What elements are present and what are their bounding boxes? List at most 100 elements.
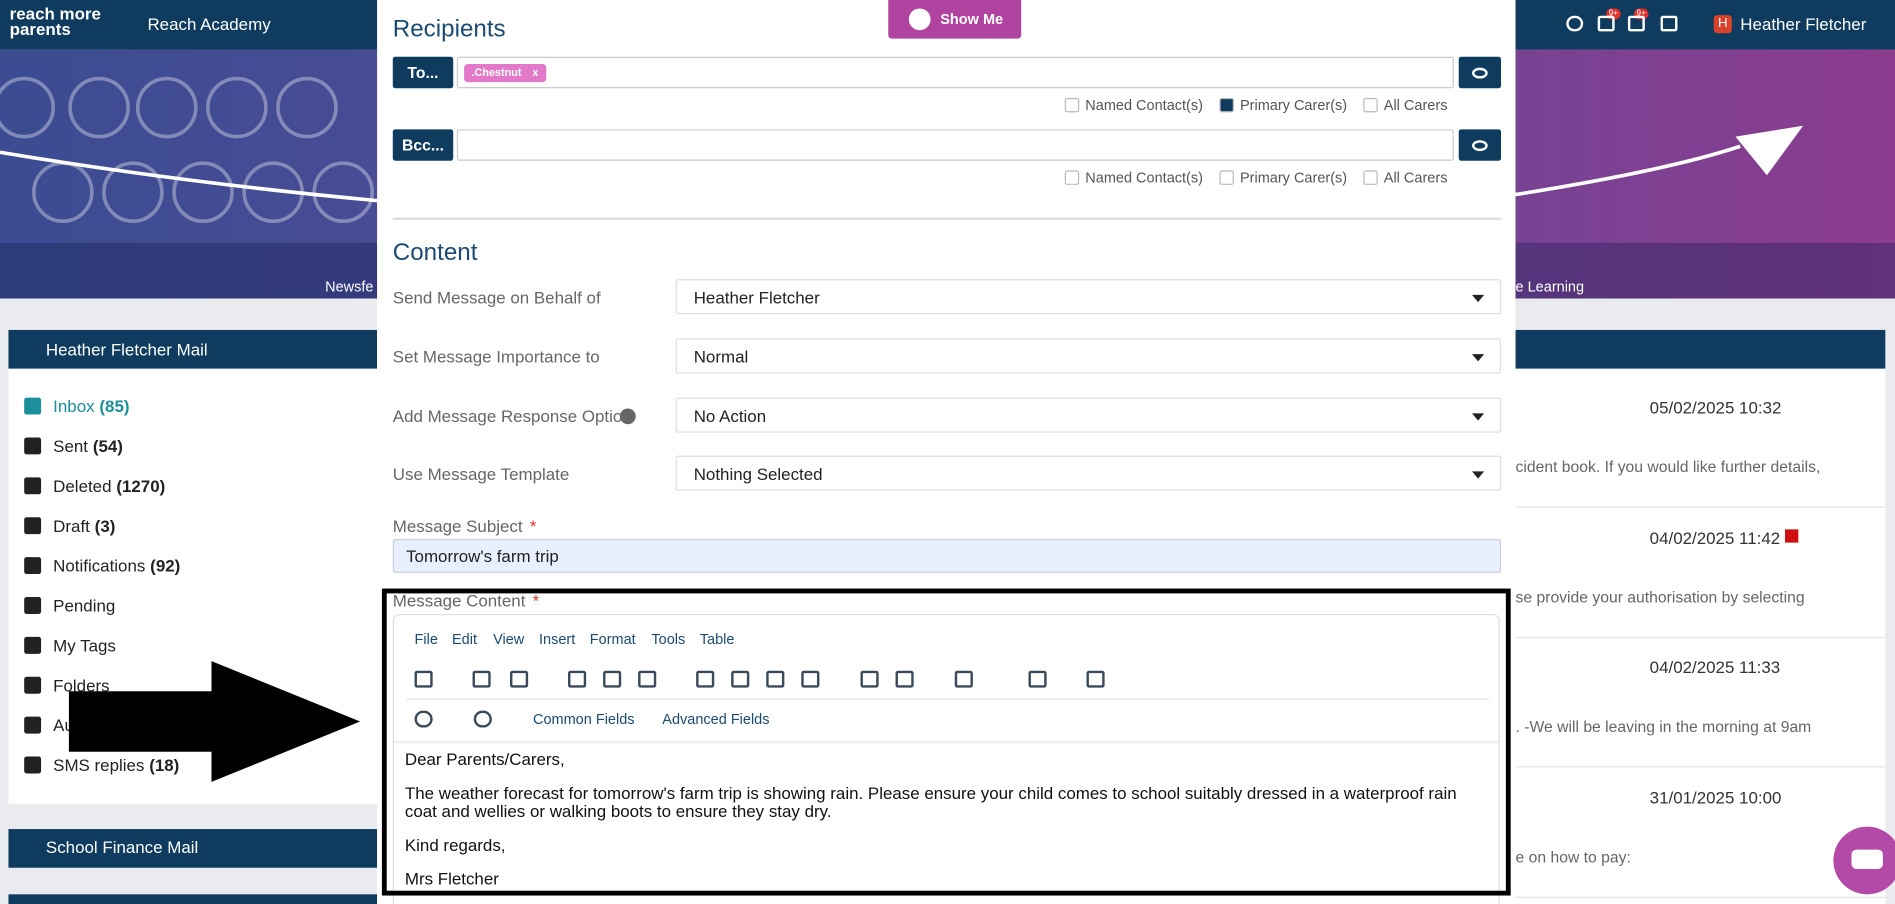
bell-icon[interactable] — [1627, 15, 1645, 32]
divider — [1515, 896, 1886, 899]
folder-item[interactable]: Deleted (1270) — [53, 477, 165, 494]
select-box[interactable]: Normal — [675, 338, 1502, 374]
toolbar-button[interactable] — [895, 670, 914, 688]
folder-label: SMS replies — [53, 755, 145, 775]
menu-item[interactable]: Edit — [451, 630, 477, 648]
folder-label: Au — [53, 715, 74, 735]
id-card-icon[interactable] — [1660, 15, 1678, 32]
mailbox-header — [8, 329, 378, 369]
menu-item[interactable]: View — [493, 630, 525, 648]
folder-item[interactable]: My Tags — [53, 637, 116, 654]
toolbar-button[interactable] — [801, 670, 820, 688]
mail-icon[interactable] — [1597, 15, 1615, 32]
toolbar-button[interactable] — [731, 670, 750, 688]
checkbox[interactable] — [1219, 97, 1234, 113]
toolbar-button[interactable] — [473, 710, 492, 728]
folder-item[interactable]: SMS replies (18) — [53, 757, 179, 774]
message-snippet[interactable]: se provide your authorisation by selecti… — [1515, 587, 1805, 606]
recipient-chip: .Chestnut x — [464, 64, 546, 83]
message-date[interactable]: 05/02/2025 10:32 — [1649, 397, 1782, 417]
folder-item[interactable]: Pending — [53, 597, 115, 614]
select-box[interactable]: No Action — [675, 397, 1502, 433]
separator — [392, 217, 1502, 220]
folder-item[interactable]: Draft (3) — [53, 517, 115, 534]
label-text: Message Subject — [392, 516, 523, 536]
recipient-button[interactable]: To... — [392, 56, 454, 89]
chip-remove[interactable]: x — [532, 66, 539, 79]
search-icon[interactable] — [1566, 15, 1584, 32]
recipient-button[interactable]: Bcc... — [392, 129, 454, 161]
toolbar-button[interactable] — [860, 670, 879, 688]
checkbox[interactable] — [1064, 97, 1080, 113]
label-text: Message Content — [392, 590, 526, 611]
folder-item[interactable]: Inbox (85) — [53, 398, 129, 415]
eye-icon — [1472, 67, 1488, 79]
show-me-button[interactable]: Show Me — [888, 0, 1022, 39]
recipient-input[interactable] — [456, 129, 1454, 161]
eye-icon — [1472, 140, 1488, 152]
field-label: Add Message Response Option — [392, 405, 632, 425]
menu-item[interactable]: Format — [589, 630, 636, 648]
mailbox-title: School Finance Mail — [45, 837, 199, 857]
body-paragraph: The weather forecast for tomorrow's farm… — [404, 783, 1457, 821]
toolbar-button[interactable] — [954, 670, 973, 688]
menu-item[interactable]: File — [414, 630, 438, 648]
toolbar-button[interactable] — [766, 670, 785, 688]
finance-header — [8, 829, 378, 868]
body-paragraph: Kind regards, — [404, 835, 506, 855]
preview-button[interactable] — [1458, 56, 1502, 89]
folder-item[interactable]: Sent (54) — [53, 437, 123, 454]
folder-icon — [24, 557, 42, 575]
checkbox[interactable] — [1219, 170, 1234, 185]
checkbox-label: Named Contact(s) — [1085, 96, 1203, 114]
checkbox[interactable] — [1064, 170, 1080, 185]
toolbar-button[interactable] — [472, 670, 491, 688]
toolbar-button[interactable] — [638, 670, 657, 688]
message-date[interactable]: 04/02/2025 11:42 — [1649, 527, 1781, 548]
toolbar-button[interactable] — [414, 670, 433, 688]
toolbar-button[interactable] — [696, 670, 715, 688]
nav-item[interactable]: Newsfe — [325, 277, 374, 295]
subject-input[interactable]: Tomorrow's farm trip — [392, 539, 1502, 573]
nav-item[interactable]: e Learning — [1515, 277, 1585, 295]
logo: reach more parents — [9, 3, 101, 39]
folder-item[interactable]: Au — [53, 717, 74, 734]
editor[interactable]: File Edit View Insert Format Tools Table Common… — [392, 613, 1500, 904]
menu-item[interactable]: Tools — [651, 630, 686, 648]
toolbar-button[interactable] — [414, 710, 433, 728]
folder-item[interactable]: Notifications (92) — [53, 557, 180, 574]
checkbox[interactable] — [1363, 170, 1378, 185]
toolbar-button[interactable] — [510, 670, 529, 688]
notification-badge: 9+ — [1606, 8, 1621, 20]
folder-item[interactable]: Folders — [53, 677, 109, 694]
school-name[interactable]: Reach Academy — [147, 14, 271, 34]
user-name[interactable]: Heather Fletcher — [1740, 14, 1867, 34]
checkbox[interactable] — [1363, 97, 1378, 113]
preview-button[interactable] — [1458, 129, 1502, 161]
toolbar-button[interactable] — [1028, 670, 1047, 688]
folder-icon — [24, 517, 42, 535]
toolbar-button[interactable] — [568, 670, 587, 688]
toolbar-dropdown[interactable]: Advanced Fields — [662, 710, 770, 728]
menu-item[interactable]: Insert — [539, 630, 576, 648]
show-me-label: Show Me — [940, 10, 1004, 28]
select-box[interactable]: Heather Fletcher — [675, 279, 1502, 315]
message-snippet[interactable]: e on how to pay: — [1515, 847, 1631, 867]
message-snippet[interactable]: cident book. If you would like further d… — [1515, 457, 1821, 476]
folder-icon — [24, 716, 42, 734]
message-date[interactable]: 31/01/2025 10:00 — [1649, 788, 1782, 808]
body-paragraph: Dear Parents/Carers, — [404, 749, 565, 769]
message-snippet[interactable]: . -We will be leaving in the morning at … — [1515, 717, 1812, 736]
divider — [1515, 766, 1886, 768]
recipient-input[interactable]: .Chestnut x — [456, 56, 1454, 89]
folder-count: (3) — [94, 516, 116, 536]
menu-item[interactable]: Table — [699, 630, 735, 648]
message-date[interactable]: 04/02/2025 11:33 — [1649, 657, 1781, 678]
select-box[interactable]: Nothing Selected — [675, 456, 1502, 492]
toolbar-button[interactable] — [1086, 670, 1105, 688]
toolbar-button[interactable] — [603, 670, 622, 688]
toolbar-dropdown[interactable]: Common Fields — [532, 710, 635, 728]
folder-icon — [24, 477, 42, 495]
required-mark: * — [532, 590, 540, 611]
